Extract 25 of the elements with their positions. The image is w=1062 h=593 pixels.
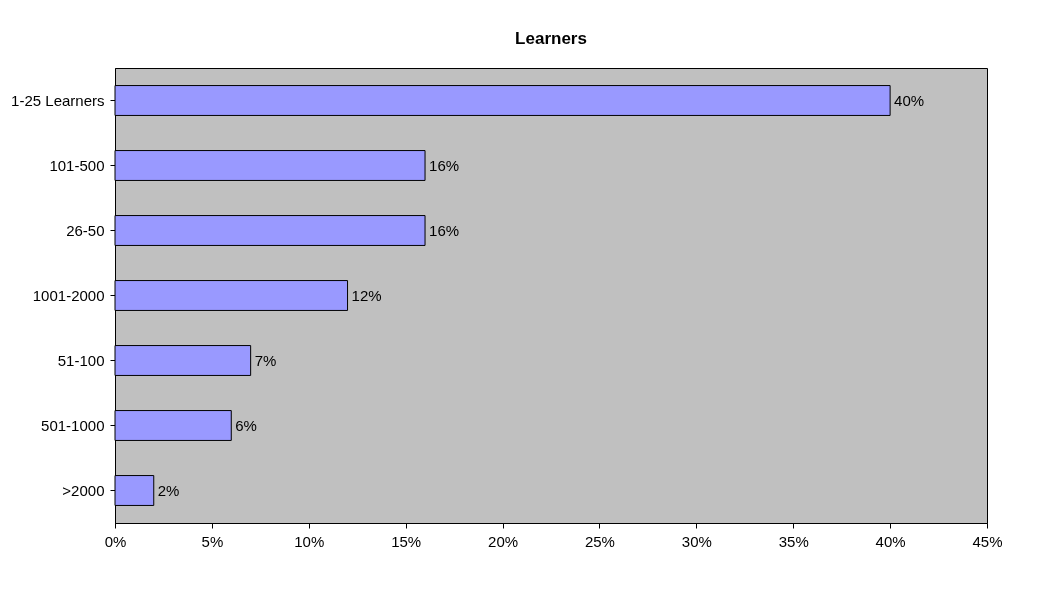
data-label: 6%	[235, 416, 257, 434]
x-tick-label: 45%	[972, 532, 1003, 550]
y-tick-label: 101-500	[49, 156, 105, 174]
y-tick-label: 501-1000	[41, 416, 105, 434]
chart-title: Learners	[515, 29, 587, 48]
x-tick-label: 5%	[201, 532, 224, 550]
data-label: 16%	[429, 221, 460, 239]
y-tick-label: >2000	[62, 481, 105, 499]
x-tick-label: 10%	[294, 532, 325, 550]
x-tick-label: 35%	[778, 532, 809, 550]
y-tick-label: 1-25 Learners	[11, 91, 105, 109]
x-tick-label: 15%	[391, 532, 422, 550]
x-tick-label: 20%	[488, 532, 519, 550]
y-tick-label: 26-50	[66, 221, 105, 239]
data-label: 12%	[351, 286, 382, 304]
x-tick-label: 0%	[104, 532, 127, 550]
x-tick-label: 40%	[875, 532, 906, 550]
x-tick-label: 30%	[681, 532, 712, 550]
y-tick-label: 1001-2000	[32, 286, 105, 304]
data-label: 16%	[429, 156, 460, 174]
data-label: 7%	[254, 351, 277, 369]
data-label: 40%	[894, 91, 925, 109]
data-label: 2%	[157, 481, 180, 499]
x-tick-label: 25%	[584, 532, 615, 550]
y-tick-label: 51-100	[57, 351, 105, 369]
